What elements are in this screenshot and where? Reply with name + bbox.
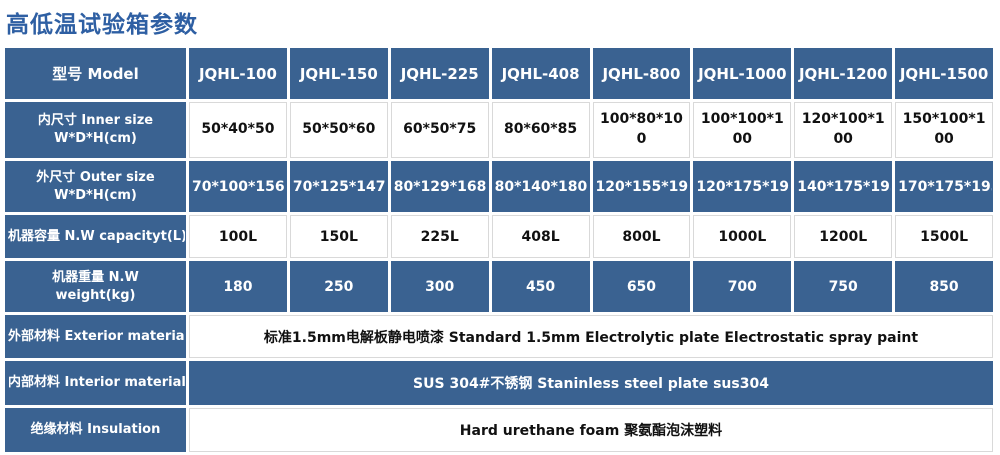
inner-size-value: 80*60*85	[491, 102, 590, 158]
outer-size-value: 70*125*147	[289, 161, 388, 212]
header-cell-jqhl-1200: JQHL-1200	[794, 48, 893, 99]
table-row-inner-size: 内尺寸 Inner size W*D*H(cm) 50*40*50 50*50*…	[5, 102, 993, 158]
exterior-material-value: 标准1.5mm电解板静电喷漆 Standard 1.5mm Electrolyt…	[189, 315, 993, 358]
capacity-value: 408L	[491, 215, 590, 258]
weight-value: 450	[491, 261, 590, 312]
weight-value: 250	[289, 261, 388, 312]
inner-size-value: 50*50*60	[289, 102, 388, 158]
capacity-value: 150L	[289, 215, 388, 258]
weight-value: 750	[794, 261, 893, 312]
table-row-capacity: 机器容量 N.W capacityt(L) 100L 150L 225L 408…	[5, 215, 993, 258]
row-label-line2: W*D*H(cm)	[54, 131, 137, 146]
weight-value: 850	[895, 261, 993, 312]
header-cell-jqhl-225: JQHL-225	[390, 48, 489, 99]
row-label-insulation: 绝缘材料 Insulation	[5, 408, 186, 452]
weight-value: 300	[390, 261, 489, 312]
table-row-insulation: 绝缘材料 Insulation Hard urethane foam 聚氨酯泡沫…	[5, 408, 993, 452]
table-row-exterior: 外部材料 Exterior material 标准1.5mm电解板静电喷漆 St…	[5, 315, 993, 358]
outer-size-value: 80*140*180	[491, 161, 590, 212]
row-label-inner-size: 内尺寸 Inner size W*D*H(cm)	[5, 102, 186, 158]
page-title: 高低温试验箱参数	[6, 12, 198, 38]
capacity-value: 1500L	[895, 215, 993, 258]
row-label-interior: 内部材料 Interior material	[5, 361, 186, 405]
insulation-value: Hard urethane foam 聚氨酯泡沫塑料	[189, 408, 993, 452]
row-label-outer-size: 外尺寸 Outer size W*D*H(cm)	[5, 161, 186, 212]
inner-size-value: 50*40*50	[189, 102, 287, 158]
header-cell-model: 型号 Model	[5, 48, 186, 99]
row-label-line1: 外尺寸 Outer size	[36, 169, 155, 185]
capacity-value: 100L	[189, 215, 287, 258]
row-label-line2: weight(kg)	[55, 287, 136, 303]
row-label-line1: 机器重量 N.W	[52, 269, 139, 285]
capacity-value: 225L	[390, 215, 489, 258]
interior-material-value: SUS 304#不锈钢 Staninless steel plate sus30…	[189, 361, 993, 405]
row-label-weight: 机器重量 N.W weight(kg)	[5, 261, 186, 312]
outer-size-value: 80*129*168	[390, 161, 489, 212]
inner-size-value: 100*80*100	[592, 102, 691, 158]
header-cell-jqhl-100: JQHL-100	[189, 48, 287, 99]
inner-size-value: 120*100*100	[794, 102, 893, 158]
outer-size-value: 120*175*195	[693, 161, 792, 212]
row-label-capacity: 机器容量 N.W capacityt(L)	[5, 215, 186, 258]
weight-value: 700	[693, 261, 792, 312]
weight-value: 650	[592, 261, 691, 312]
table-row-weight: 机器重量 N.W weight(kg) 180 250 300 450 650 …	[5, 261, 993, 312]
header-cell-jqhl-408: JQHL-408	[491, 48, 590, 99]
capacity-value: 800L	[592, 215, 691, 258]
outer-size-value: 170*175*195	[895, 161, 993, 212]
table-row-outer-size: 外尺寸 Outer size W*D*H(cm) 70*100*156 70*1…	[5, 161, 993, 212]
capacity-value: 1200L	[794, 215, 893, 258]
table-row-header: 型号 Model JQHL-100 JQHL-150 JQHL-225 JQHL…	[5, 48, 993, 99]
inner-size-value: 60*50*75	[390, 102, 489, 158]
table-row-interior: 内部材料 Interior material SUS 304#不锈钢 Stani…	[5, 361, 993, 405]
spec-table: 型号 Model JQHL-100 JQHL-150 JQHL-225 JQHL…	[2, 45, 996, 455]
inner-size-value: 150*100*100	[895, 102, 993, 158]
header-cell-jqhl-150: JQHL-150	[289, 48, 388, 99]
header-cell-jqhl-1000: JQHL-1000	[693, 48, 792, 99]
row-label-line1: 内尺寸 Inner size	[37, 113, 154, 129]
row-label-exterior: 外部材料 Exterior material	[5, 315, 186, 358]
inner-size-value: 100*100*100	[693, 102, 792, 158]
outer-size-value: 70*100*156	[189, 161, 287, 212]
capacity-value: 1000L	[693, 215, 792, 258]
header-cell-jqhl-1500: JQHL-1500	[895, 48, 993, 99]
row-label-line2: W*D*H(cm)	[54, 187, 137, 203]
outer-size-value: 120*155*195	[592, 161, 691, 212]
header-cell-jqhl-800: JQHL-800	[592, 48, 691, 99]
weight-value: 180	[189, 261, 287, 312]
outer-size-value: 140*175*195	[794, 161, 893, 212]
